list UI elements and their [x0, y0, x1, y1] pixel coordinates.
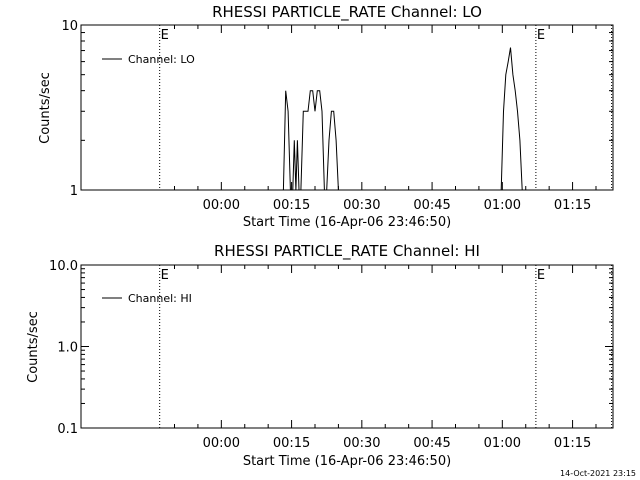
lo-x-tick-label: 00:15: [273, 198, 310, 213]
hi-axis-ticks: 00:00 00:15 00:30 00:45 01:00 01:15 0.1 1.0 10.0: [49, 259, 613, 451]
hi-y-tick-label: 10.0: [49, 259, 78, 274]
hi-channel-panel: RHESSI PARTICLE_RATE Channel: HI Counts/…: [26, 242, 614, 469]
lo-x-axis-label: Start Time (16-Apr-06 23:46:50): [243, 215, 451, 230]
hi-x-tick-label: 00:00: [203, 436, 240, 451]
hi-event-marker-label: E: [161, 268, 169, 283]
lo-y-tick-label: 1: [70, 184, 78, 199]
lo-plot-frame: [80, 24, 614, 191]
lo-legend-label: Channel: LO: [128, 53, 195, 66]
plot-timestamp: 14-Oct-2021 23:15: [560, 469, 636, 478]
hi-x-tick-label: 00:45: [413, 436, 450, 451]
lo-chart-title: RHESSI PARTICLE_RATE Channel: LO: [212, 3, 482, 22]
lo-series-line: [282, 47, 523, 191]
lo-event-marker-label: E: [161, 28, 169, 43]
hi-x-axis-label: Start Time (16-Apr-06 23:46:50): [243, 454, 451, 469]
hi-x-tick-label: 01:15: [554, 436, 591, 451]
hi-chart-title: RHESSI PARTICLE_RATE Channel: HI: [214, 242, 480, 261]
lo-x-tick-label: 01:15: [554, 198, 591, 213]
lo-axis-ticks: 00:00 00:15 00:30 00:45 01:00 01:15 1 10: [61, 19, 613, 213]
hi-x-tick-label: 01:00: [484, 436, 521, 451]
hi-plot-frame: [80, 264, 614, 429]
lo-y-tick-label: 10: [61, 19, 78, 34]
lo-x-tick-label: 01:00: [484, 198, 521, 213]
lo-y-axis-label: Counts/sec: [38, 72, 53, 144]
lo-series-group: [282, 47, 523, 191]
hi-x-tick-label: 00:30: [343, 436, 380, 451]
lo-event-marker-label: E: [537, 28, 545, 43]
hi-y-tick-label: 0.1: [57, 422, 78, 437]
hi-event-marker-label: E: [537, 268, 545, 283]
hi-y-axis-label: Counts/sec: [26, 311, 41, 383]
lo-channel-panel: RHESSI PARTICLE_RATE Channel: LO Counts/…: [38, 3, 614, 230]
hi-y-tick-label: 1.0: [57, 341, 78, 356]
lo-x-tick-label: 00:45: [413, 198, 450, 213]
lo-x-tick-label: 00:00: [203, 198, 240, 213]
hi-x-tick-label: 00:15: [273, 436, 310, 451]
lo-x-tick-label: 00:30: [343, 198, 380, 213]
